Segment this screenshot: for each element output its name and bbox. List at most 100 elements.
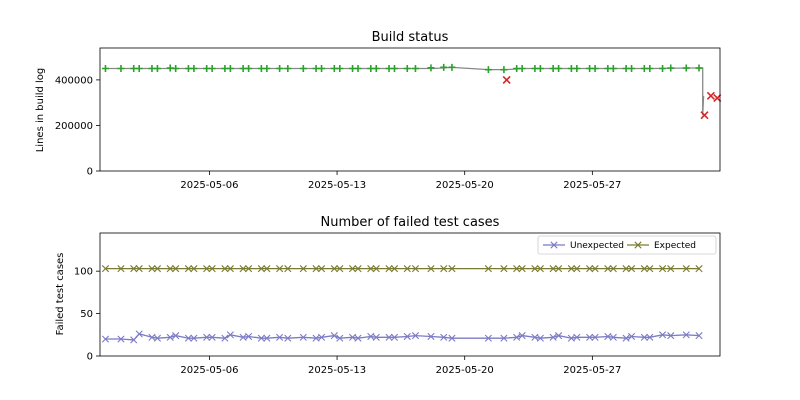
unexpected-point: [263, 334, 271, 342]
expected-point: [208, 265, 216, 273]
expected-point: [591, 265, 599, 273]
build-pass-point: [372, 65, 380, 72]
expected-point: [518, 265, 526, 273]
build-pass-point: [682, 64, 690, 72]
build-pass-point: [354, 65, 362, 72]
expected-point: [573, 265, 581, 273]
build-pass-point: [573, 65, 581, 72]
expected-point: [166, 265, 174, 273]
expected-point: [354, 265, 362, 273]
expected-point: [567, 265, 575, 273]
expected-point: [226, 265, 234, 273]
build-pass-point: [555, 65, 563, 72]
unexpected-point: [555, 332, 563, 340]
build-status-x-tick-label: 2025-05-06: [180, 180, 238, 191]
failed-tests-axes-frame: [99, 232, 721, 357]
unexpected-point: [226, 331, 234, 339]
build-pass-point: [659, 65, 667, 72]
unexpected-point: [245, 332, 253, 341]
failed-tests-x-tick-label: 2025-05-13: [308, 365, 366, 376]
unexpected-point: [117, 335, 125, 343]
unexpected-point: [190, 334, 198, 342]
expected-point: [336, 265, 344, 273]
unexpected-point: [622, 334, 630, 342]
failed-tests-x-tick-label: 2025-05-27: [563, 365, 621, 376]
expected-point: [531, 265, 539, 273]
expected-point: [549, 265, 557, 273]
build-pass-point: [484, 66, 492, 74]
build-pass-point: [318, 65, 326, 72]
build-pass-point: [284, 65, 292, 72]
unexpected-point: [695, 332, 703, 340]
failed-tests-x-tick-label: 2025-05-06: [180, 365, 238, 376]
build-pass-point: [403, 65, 411, 72]
expected-legend-marker: [634, 241, 642, 249]
failed-tests-y-tick-label: 100: [74, 267, 93, 278]
expected-point: [330, 265, 338, 273]
unexpected-point: [354, 334, 362, 342]
build-pass-point: [440, 63, 448, 71]
build-pass-point: [299, 65, 307, 72]
expected-point: [609, 265, 617, 273]
expected-point: [385, 265, 393, 273]
expected-point: [284, 265, 292, 273]
expected-point: [245, 265, 253, 273]
unexpected-point: [573, 333, 581, 341]
build-status-y-tick-label: 0: [87, 167, 93, 178]
build-pass-point: [245, 65, 253, 72]
build-pass-point: [208, 65, 216, 72]
expected-point: [190, 265, 198, 273]
unexpected-point: [284, 334, 292, 342]
unexpected-point: [166, 333, 174, 341]
expected-point: [448, 265, 456, 273]
expected-point: [153, 265, 162, 273]
build-pass-point: [411, 65, 419, 72]
unexpected-legend-marker: [550, 241, 558, 249]
unexpected-point: [500, 334, 508, 342]
build-status-title: Build status: [372, 30, 449, 45]
build-status-panel: Build status Lines in build log 0 200000 4…: [35, 30, 722, 191]
expected-point: [604, 265, 612, 273]
expected-point: [239, 265, 247, 273]
unexpected-point: [646, 333, 654, 341]
build-pass-point: [135, 65, 143, 72]
expected-point: [203, 265, 211, 273]
unexpected-point: [385, 333, 393, 341]
build-pass-point: [117, 65, 125, 72]
legend: Unexpected Expected: [537, 235, 717, 255]
expected-point: [172, 265, 180, 273]
unexpected-point: [658, 331, 667, 339]
build-pass-point: [646, 65, 654, 72]
expected-legend-label: Expected: [654, 241, 696, 251]
failed-tests-title: Number of failed test cases: [321, 215, 500, 230]
failed-tests-y-tick-label: 50: [80, 309, 93, 320]
unexpected-point: [299, 333, 307, 341]
build-status-y-tick-label: 200000: [55, 121, 93, 132]
build-pass-point: [276, 65, 284, 72]
unexpected-point: [549, 333, 557, 341]
build-pass-point: [591, 65, 599, 72]
expected-point: [695, 265, 703, 273]
build-pass-point: [190, 65, 198, 72]
unexpected-point: [586, 333, 594, 341]
build-status-x-tick-label: 2025-05-13: [308, 180, 366, 191]
build-status-y-axis-label: Lines in build log: [35, 68, 46, 153]
expected-point: [403, 265, 411, 273]
expected-point: [135, 265, 143, 273]
expected-point: [622, 265, 630, 273]
expected-point: [440, 265, 448, 273]
unexpected-point: [372, 333, 380, 341]
build-pass-point: [448, 63, 456, 71]
unexpected-point: [257, 334, 265, 342]
build-pass-point: [391, 65, 398, 72]
expected-point: [513, 265, 521, 273]
failed-tests-panel: Number of failed test cases Failed test …: [55, 215, 721, 376]
unexpected-point: [667, 332, 675, 340]
expected-point: [348, 265, 357, 273]
build-pass-point: [628, 65, 636, 72]
expected-point: [667, 265, 675, 273]
unexpected-point: [536, 334, 544, 342]
expected-point: [627, 265, 636, 273]
build-status-y-tick-label: 400000: [55, 75, 93, 86]
build-pass-point: [609, 65, 617, 72]
